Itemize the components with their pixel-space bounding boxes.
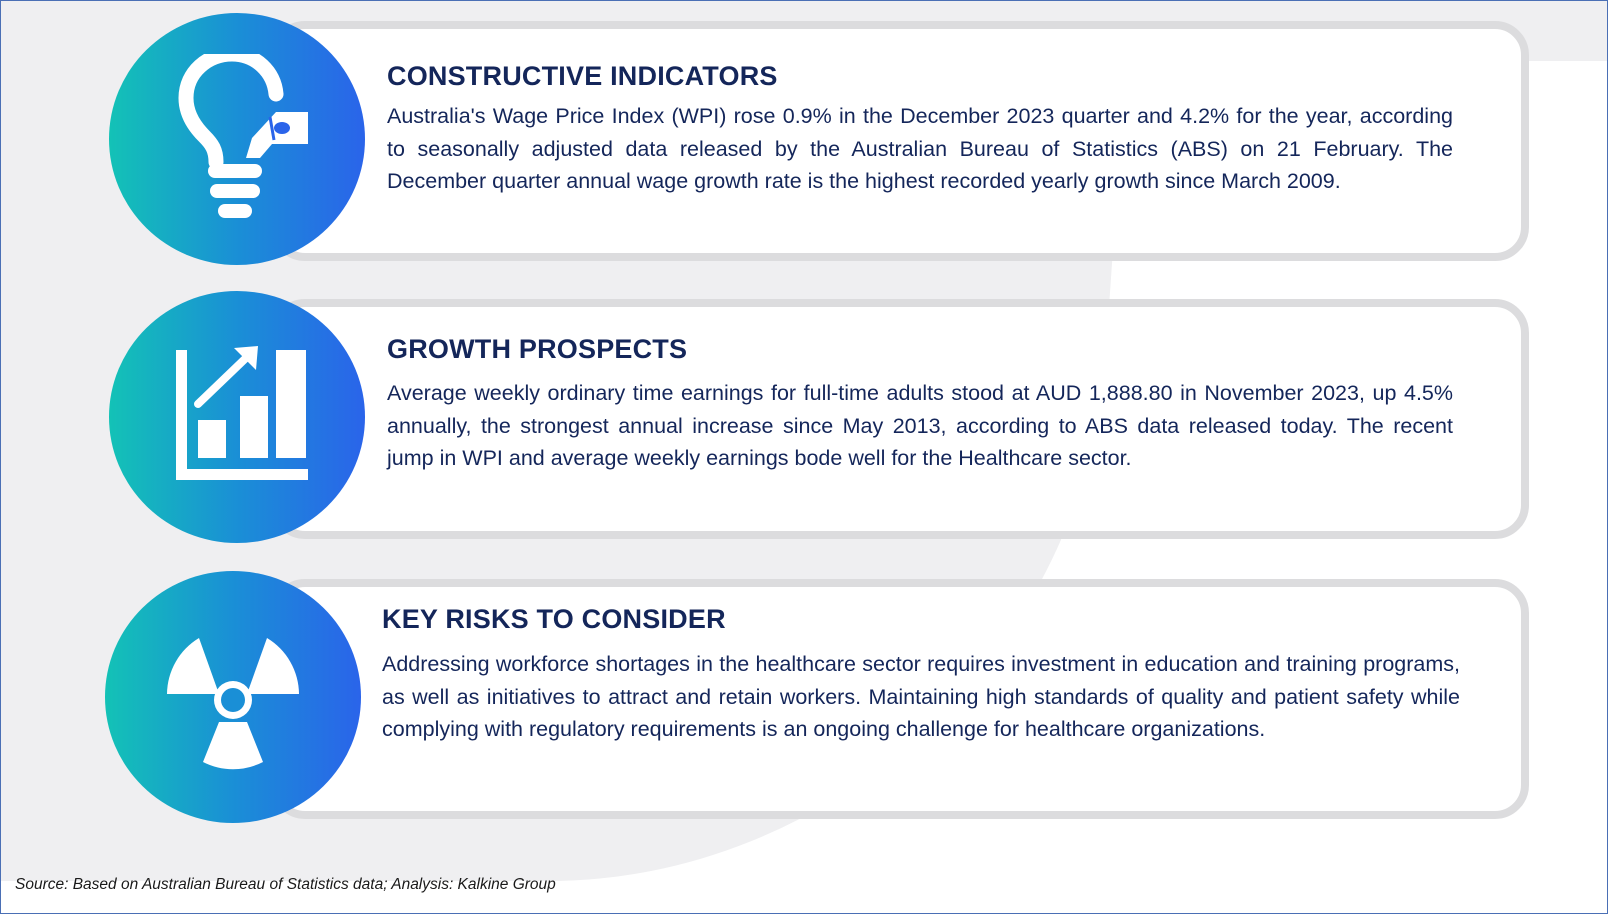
card-2-text: Average weekly ordinary time earnings fo… bbox=[387, 381, 1453, 470]
card-2-title: GROWTH PROSPECTS bbox=[387, 334, 688, 364]
card-3-title: KEY RISKS TO CONSIDER bbox=[382, 604, 726, 634]
card-3-text: Addressing workforce shortages in the he… bbox=[382, 652, 1460, 741]
card-1-title: CONSTRUCTIVE INDICATORS bbox=[387, 61, 778, 91]
growth-chart-icon bbox=[176, 346, 308, 480]
card-2-icon-circle bbox=[109, 291, 365, 543]
card-constructive-indicators bbox=[271, 21, 1529, 261]
card-growth-prospects bbox=[271, 299, 1529, 539]
lightbulb-tag-icon bbox=[178, 54, 308, 218]
radiation-hazard-icon bbox=[167, 638, 299, 770]
card-3-icon-circle bbox=[105, 571, 361, 823]
card-key-risks bbox=[271, 579, 1529, 819]
card-1-icon-circle bbox=[109, 13, 365, 265]
card-1-text: Australia's Wage Price Index (WPI) rose … bbox=[387, 104, 1453, 193]
source-note: Source: Based on Australian Bureau of St… bbox=[15, 876, 556, 893]
